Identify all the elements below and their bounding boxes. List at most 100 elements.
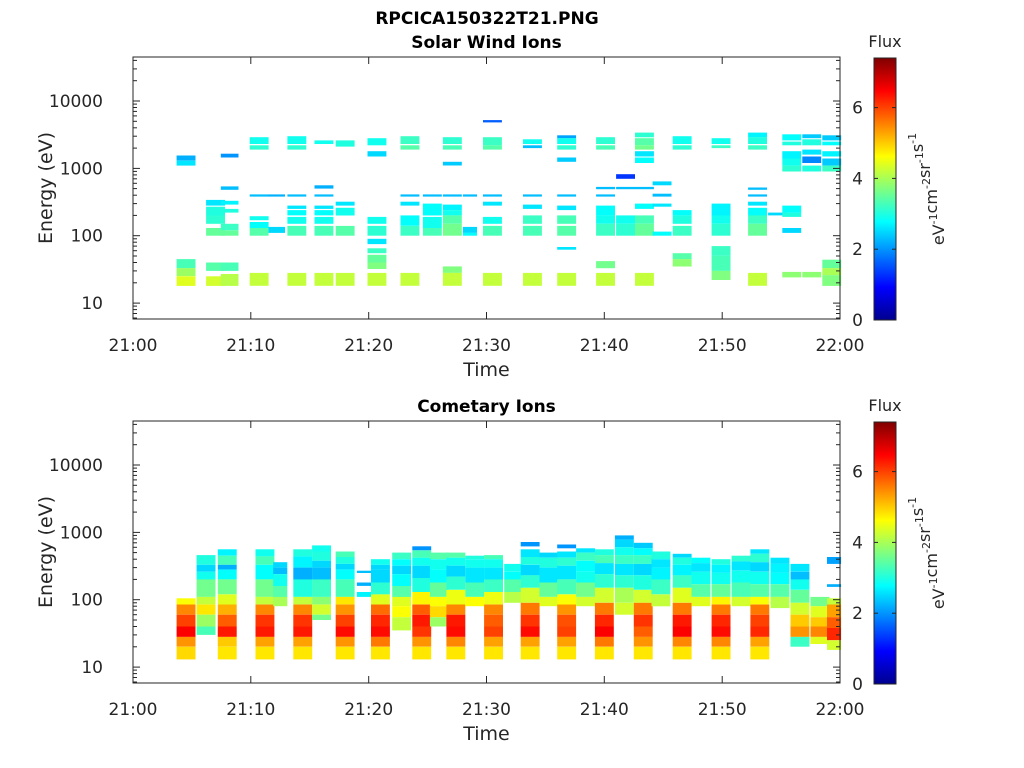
heatmap-cell — [206, 262, 225, 271]
heatmap-cell — [711, 564, 731, 573]
heatmap-cell — [691, 596, 711, 607]
y-tick-label: 100 — [71, 591, 103, 611]
heatmap-cell — [750, 553, 770, 563]
heatmap-cell — [711, 256, 731, 271]
heatmap-cell — [748, 132, 767, 138]
heatmap-cell — [293, 579, 313, 597]
heatmap-cell — [442, 210, 462, 216]
heatmap-cell — [633, 555, 653, 564]
heatmap-cell — [557, 157, 577, 162]
heatmap-cell — [484, 579, 503, 592]
heatmap-cell — [520, 602, 540, 615]
heatmap-cell — [651, 559, 671, 568]
heatmap-cell — [750, 596, 770, 605]
unit-base: eV — [929, 224, 948, 245]
heatmap-cell — [206, 215, 225, 224]
heatmap-cell — [335, 225, 355, 236]
heatmap-cell — [392, 574, 412, 586]
heatmap-cell — [367, 238, 387, 245]
heatmap-cell — [810, 636, 830, 644]
heatmap-cell — [616, 186, 635, 190]
heatmap-cell — [790, 589, 810, 603]
heatmap-cell — [465, 567, 485, 583]
heatmap-cell — [651, 551, 671, 560]
heatmap-cell — [314, 194, 334, 197]
heatmap-cell — [594, 563, 614, 575]
heatmap-cell — [594, 614, 614, 627]
heatmap-cell — [287, 136, 307, 144]
heatmap-cell — [523, 145, 542, 149]
heatmap-cell — [356, 570, 374, 573]
unit-exponent: -1 — [927, 213, 940, 224]
heatmap-cell — [429, 552, 449, 560]
heatmap-cell — [465, 555, 485, 560]
heatmap-cell — [335, 557, 355, 564]
heatmap-cell — [371, 594, 390, 605]
heatmap-cell — [596, 194, 615, 197]
heatmap-cell — [614, 539, 634, 548]
heatmap-cell — [520, 542, 540, 547]
heatmap-cell — [557, 205, 577, 211]
heatmap-cell — [802, 139, 822, 146]
y-axis-label: Energy (eV) — [35, 132, 57, 244]
heatmap-cell — [748, 223, 767, 236]
heatmap-cell — [827, 604, 842, 618]
heatmap-cell — [711, 138, 731, 144]
heatmap-cell — [539, 596, 559, 607]
heatmap-cell — [335, 140, 355, 147]
heatmap-cell — [335, 596, 355, 605]
heatmap-cell — [557, 194, 577, 197]
y-tick-label: 10000 — [49, 456, 103, 476]
heatmap-cell — [633, 563, 653, 576]
heatmap-cell — [594, 549, 614, 556]
heatmap-cell — [371, 614, 390, 627]
heatmap-cell — [711, 614, 731, 627]
heatmap-cell — [614, 563, 634, 576]
heatmap-cell — [523, 139, 542, 144]
heatmap-cell — [312, 604, 331, 615]
heatmap-cell — [748, 201, 767, 206]
heatmap-cell — [711, 270, 731, 280]
heatmap-cell — [770, 584, 790, 597]
heatmap-cell — [523, 272, 542, 286]
heatmap-cell — [176, 160, 196, 166]
heatmap-cell — [520, 549, 540, 557]
heatmap-cell — [790, 571, 810, 580]
heatmap-cell — [711, 246, 731, 256]
colorbar-unit-label: eV-1cm-2sr-1s-1 — [906, 497, 948, 609]
heatmap-cell — [249, 194, 269, 197]
heatmap-cell — [596, 186, 615, 190]
heatmap-cell — [672, 587, 692, 603]
heatmap-cell — [293, 596, 313, 605]
heatmap-cell — [748, 194, 767, 197]
solar-wind-ions-panel: 10 100 1000 10000 21:00 21:10 21:20 21:30 21:40 2… — [35, 32, 948, 381]
heatmap-cell — [483, 272, 502, 286]
heatmap-cell — [255, 556, 275, 565]
heatmap-cell — [335, 579, 355, 597]
heatmap-cell — [371, 582, 390, 595]
panel-title: Solar Wind Ions — [411, 33, 562, 53]
heatmap-cell — [594, 602, 614, 615]
heatmap-cell — [748, 187, 767, 190]
heatmap-cell — [822, 135, 842, 141]
heatmap-cell — [633, 542, 653, 549]
heatmap-cell — [412, 557, 432, 566]
heatmap-cell — [711, 203, 731, 216]
heatmap-cell — [594, 587, 614, 603]
x-axis-label: Time — [462, 723, 510, 745]
heatmap-cell — [557, 135, 577, 139]
heatmap-cell — [249, 216, 269, 221]
heatmap-cell — [711, 636, 731, 647]
heatmap-cell — [371, 564, 390, 570]
heatmap-cell — [446, 552, 466, 558]
heatmap-cell — [412, 614, 432, 627]
heatmap-cell — [557, 579, 577, 595]
heatmap-cell — [484, 555, 503, 560]
heatmap-cell — [293, 646, 313, 660]
colorbar-unit-label: eV-1cm-2sr-1s-1 — [906, 133, 948, 245]
heatmap-cell — [176, 636, 196, 647]
heatmap-cell — [196, 555, 216, 565]
heatmap-cell — [504, 592, 524, 603]
heatmap-cell — [196, 596, 216, 605]
heatmap-cell — [293, 636, 313, 647]
